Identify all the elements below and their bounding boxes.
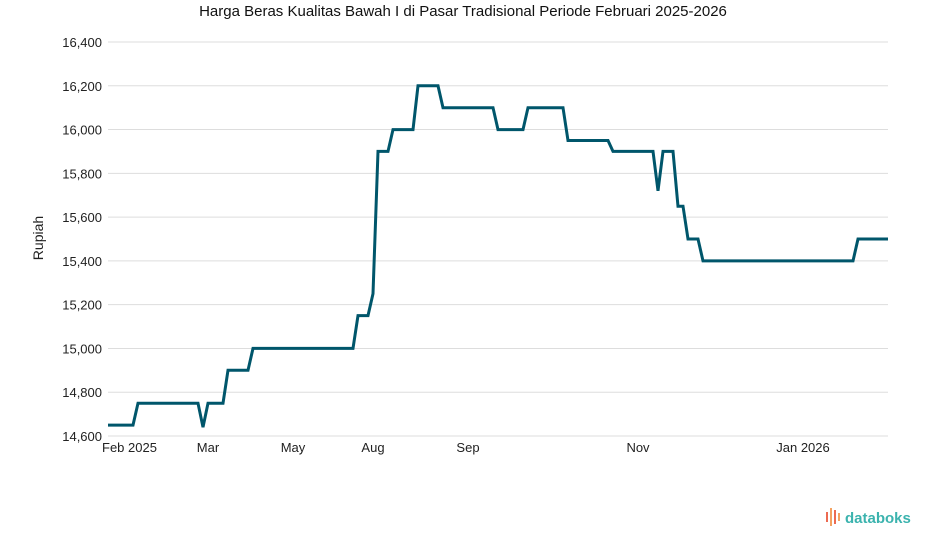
y-tick-label: 14,600: [62, 429, 102, 444]
databoks-logo-text: databoks: [845, 510, 911, 527]
series-line: [108, 84, 888, 428]
y-tick-label: 16,200: [62, 79, 102, 94]
x-tick-label: Sep: [456, 440, 479, 455]
y-axis-ticks: 14,600 14,800 15,000 15,200 15,400 15,600 15,8…: [62, 35, 102, 444]
x-tick-label: Nov: [626, 440, 650, 455]
y-tick-label: 15,200: [62, 298, 102, 313]
grid-lines: [108, 41, 888, 437]
y-tick-label: 16,400: [62, 35, 102, 50]
y-tick-label: 15,600: [62, 210, 102, 225]
chart-title: Harga Beras Kualitas Bawah I di Pasar Tr…: [199, 3, 727, 20]
y-tick-label: 14,800: [62, 385, 102, 400]
databoks-logo: databoks: [826, 508, 911, 527]
y-tick-label: 15,000: [62, 341, 102, 356]
x-tick-label: Feb 2025: [102, 440, 157, 455]
x-tick-label: Mar: [197, 440, 220, 455]
y-tick-label: 16,000: [62, 123, 102, 138]
y-tick-label: 15,400: [62, 254, 102, 269]
series-layer: [108, 84, 888, 428]
y-tick-label: 15,800: [62, 166, 102, 181]
x-tick-label: Aug: [361, 440, 384, 455]
x-tick-label: Jan 2026: [776, 440, 830, 455]
x-tick-label: May: [281, 440, 306, 455]
databoks-logo-icon: [826, 508, 840, 526]
x-axis-ticks: Feb 2025 Mar May Aug Sep Nov Jan 2026: [102, 440, 830, 455]
y-axis-label: Rupiah: [30, 216, 46, 260]
